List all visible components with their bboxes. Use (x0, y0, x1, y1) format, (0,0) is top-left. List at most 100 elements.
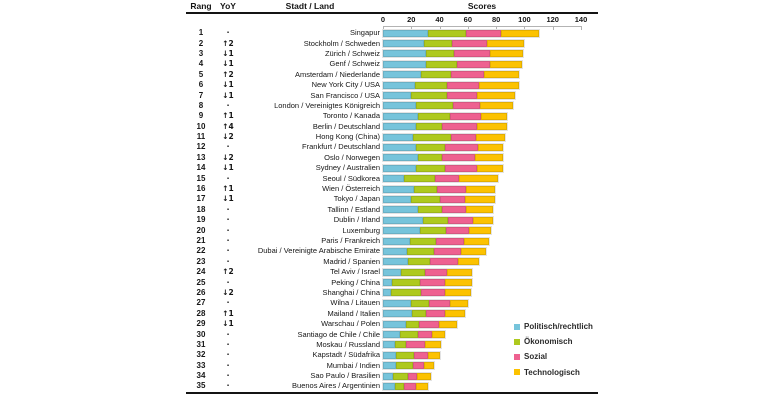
stacked-bar (381, 246, 488, 256)
bar-segment-sozial (450, 112, 481, 120)
table-row: 13 ↓2 Oslo / Norwegen (0, 153, 782, 163)
yoy-change: ↓2 (222, 152, 234, 162)
rank-value: 23 (196, 256, 206, 266)
rank-value: 20 (196, 225, 206, 235)
table-row: 7 ↓1 San Francisco / USA (0, 90, 782, 101)
bar-segment-oekonomisch (391, 289, 422, 297)
bar-segment-technologisch (427, 351, 440, 359)
axis-tick-mark (552, 27, 554, 30)
city-label: Tel Aviv / Israel (330, 267, 380, 277)
bar-segment-politisch-rechtlich (383, 299, 411, 307)
stacked-bar (382, 39, 525, 49)
stacked-bar (382, 205, 494, 215)
rank-value: 25 (196, 277, 206, 287)
bar-segment-politisch-rechtlich (383, 227, 421, 235)
stacked-bar (382, 298, 469, 308)
yoy-change: ↑2 (222, 38, 234, 48)
bar-segment-sozial (445, 227, 469, 235)
city-label: Tallinn / Estland (327, 204, 380, 214)
rank-value: 15 (196, 173, 206, 183)
yoy-change: · (226, 142, 230, 152)
yoy-change: · (226, 225, 230, 235)
city-label: Warschau / Polen (321, 319, 380, 329)
bar-segment-oekonomisch (415, 143, 446, 151)
bar-segment-politisch-rechtlich (383, 216, 424, 224)
bar-segment-politisch-rechtlich (383, 102, 416, 110)
bar-segment-technologisch (477, 123, 507, 131)
city-label: Kapstadt / Südafrika (312, 350, 380, 360)
bar-segment-sozial (448, 216, 473, 224)
bar-segment-technologisch (501, 29, 539, 37)
stacked-bar (382, 194, 496, 204)
city-label: Madrid / Spanien (323, 256, 380, 266)
table-row: 19 · Dublin / Irland (0, 215, 782, 225)
bar-segment-oekonomisch (392, 279, 420, 287)
bar-segment-oekonomisch (392, 372, 408, 380)
bar-segment-sozial (419, 320, 439, 328)
bar-segment-sozial (439, 195, 466, 203)
bar-segment-technologisch (416, 372, 432, 380)
bar-segment-politisch-rechtlich (383, 320, 407, 328)
city-label: Mailand / Italien (327, 308, 380, 318)
bar-segment-politisch-rechtlich (383, 206, 418, 214)
stacked-bar (382, 288, 472, 298)
bar-segment-technologisch (477, 143, 504, 151)
yoy-change: ↓2 (222, 287, 234, 297)
bar-segment-technologisch (463, 237, 490, 245)
bar-segment-technologisch (489, 60, 523, 68)
bar-segment-politisch-rechtlich (383, 81, 415, 89)
stacked-bar (381, 59, 524, 69)
rank-value: 29 (196, 319, 206, 329)
yoy-change: · (226, 173, 230, 183)
bar-segment-politisch-rechtlich (383, 289, 392, 297)
bar-segment-oekonomisch (414, 81, 447, 89)
bar-segment-technologisch (490, 50, 523, 58)
city-label: New York City / USA (311, 80, 380, 90)
bar-segment-sozial (421, 289, 446, 297)
yoy-change: ↑2 (222, 69, 234, 79)
rank-value: 13 (196, 152, 206, 162)
bar-segment-sozial (446, 92, 478, 100)
rank-value: 5 (198, 69, 204, 79)
stacked-bar (381, 330, 447, 340)
bar-segment-politisch-rechtlich (383, 351, 396, 359)
bar-segment-sozial (437, 185, 467, 193)
yoy-change: · (226, 246, 230, 256)
city-label: Frankfurt / Deutschland (302, 142, 380, 152)
city-label: Toronto / Kanada (322, 111, 380, 121)
yoy-change: · (226, 277, 230, 287)
city-label: Peking / China (331, 277, 380, 287)
axis-tick-mark (496, 27, 498, 30)
stacked-bar (381, 174, 500, 184)
table-row: 18 · Tallinn / Estland (0, 205, 782, 215)
rank-value: 24 (196, 267, 206, 277)
city-label: Zürich / Schweiz (324, 48, 380, 58)
bar-segment-sozial (450, 71, 485, 79)
bar-segment-oekonomisch (407, 247, 434, 255)
axis-tick-label: 140 (574, 15, 588, 24)
table-row: 34 · Sao Paulo / Brasilien (0, 371, 782, 381)
stacked-bar (381, 257, 481, 267)
yoy-change: ↑1 (222, 111, 234, 121)
bottom-rule (186, 392, 598, 394)
axis-tick-mark (383, 27, 384, 30)
city-label: Wien / Österreich (322, 184, 380, 194)
stacked-bar (381, 70, 521, 80)
stacked-bar (382, 215, 494, 225)
bar-segment-sozial (441, 123, 478, 131)
bar-segment-politisch-rechtlich (383, 331, 400, 339)
bar-segment-technologisch (486, 40, 524, 48)
bar-segment-oekonomisch (426, 50, 455, 58)
bar-segment-technologisch (468, 227, 492, 235)
bar-segment-technologisch (477, 164, 504, 172)
bar-segment-oekonomisch (399, 331, 418, 339)
bar-segment-sozial (417, 331, 432, 339)
table-row: 17 ↓1 Tokyo / Japan (0, 194, 782, 204)
bar-segment-oekonomisch (411, 92, 447, 100)
bar-segment-politisch-rechtlich (383, 123, 416, 131)
bar-segment-sozial (465, 29, 502, 37)
bar-segment-sozial (456, 60, 490, 68)
header-rang: Rang (190, 0, 212, 11)
bar-segment-sozial (452, 102, 480, 110)
bar-segment-technologisch (438, 320, 458, 328)
